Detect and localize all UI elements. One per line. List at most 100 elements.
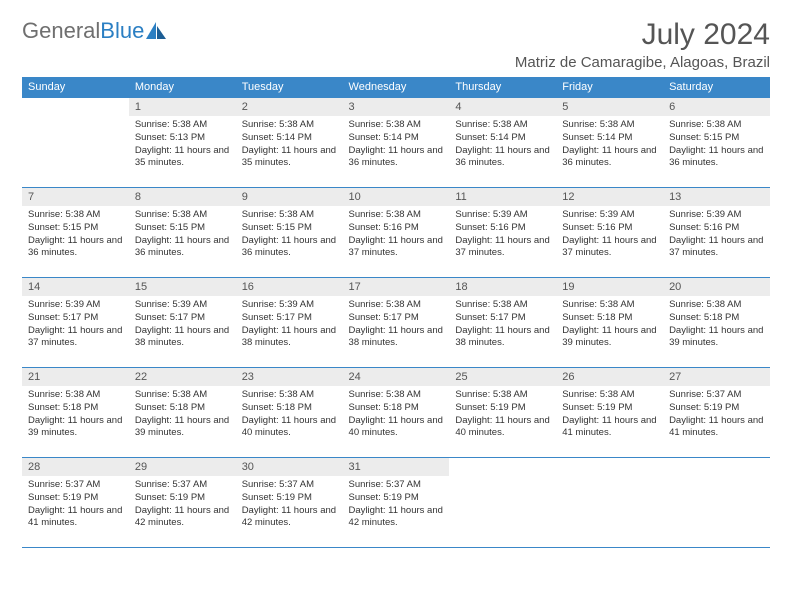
day-number: 8 — [129, 188, 236, 206]
calendar-cell: 8Sunrise: 5:38 AMSunset: 5:15 PMDaylight… — [129, 188, 236, 278]
calendar-cell: 30Sunrise: 5:37 AMSunset: 5:19 PMDayligh… — [236, 458, 343, 548]
day-number: 4 — [449, 98, 556, 116]
day-number: 29 — [129, 458, 236, 476]
day-content: Sunrise: 5:37 AMSunset: 5:19 PMDaylight:… — [22, 476, 129, 536]
day-number: 17 — [343, 278, 450, 296]
day-number: 30 — [236, 458, 343, 476]
day-number: 28 — [22, 458, 129, 476]
weekday-header-row: SundayMondayTuesdayWednesdayThursdayFrid… — [22, 77, 770, 98]
weekday-header: Sunday — [22, 77, 129, 98]
day-content: Sunrise: 5:38 AMSunset: 5:14 PMDaylight:… — [449, 116, 556, 176]
day-content: Sunrise: 5:39 AMSunset: 5:17 PMDaylight:… — [236, 296, 343, 356]
day-number: 6 — [663, 98, 770, 116]
calendar-cell: 2Sunrise: 5:38 AMSunset: 5:14 PMDaylight… — [236, 98, 343, 188]
day-content: Sunrise: 5:37 AMSunset: 5:19 PMDaylight:… — [129, 476, 236, 536]
calendar-cell — [663, 458, 770, 548]
calendar-cell: 11Sunrise: 5:39 AMSunset: 5:16 PMDayligh… — [449, 188, 556, 278]
calendar-week-row: 28Sunrise: 5:37 AMSunset: 5:19 PMDayligh… — [22, 458, 770, 548]
day-number: 27 — [663, 368, 770, 386]
calendar-cell: 17Sunrise: 5:38 AMSunset: 5:17 PMDayligh… — [343, 278, 450, 368]
day-number: 5 — [556, 98, 663, 116]
day-number: 20 — [663, 278, 770, 296]
calendar-cell: 22Sunrise: 5:38 AMSunset: 5:18 PMDayligh… — [129, 368, 236, 458]
day-content: Sunrise: 5:39 AMSunset: 5:16 PMDaylight:… — [556, 206, 663, 266]
day-content: Sunrise: 5:38 AMSunset: 5:14 PMDaylight:… — [343, 116, 450, 176]
day-content: Sunrise: 5:38 AMSunset: 5:18 PMDaylight:… — [556, 296, 663, 356]
calendar-cell: 6Sunrise: 5:38 AMSunset: 5:15 PMDaylight… — [663, 98, 770, 188]
day-number: 21 — [22, 368, 129, 386]
day-content: Sunrise: 5:38 AMSunset: 5:15 PMDaylight:… — [236, 206, 343, 266]
day-content: Sunrise: 5:38 AMSunset: 5:18 PMDaylight:… — [663, 296, 770, 356]
calendar-week-row: 7Sunrise: 5:38 AMSunset: 5:15 PMDaylight… — [22, 188, 770, 278]
month-title: July 2024 — [515, 18, 770, 52]
day-content: Sunrise: 5:37 AMSunset: 5:19 PMDaylight:… — [236, 476, 343, 536]
day-content: Sunrise: 5:38 AMSunset: 5:13 PMDaylight:… — [129, 116, 236, 176]
day-content: Sunrise: 5:38 AMSunset: 5:18 PMDaylight:… — [236, 386, 343, 446]
calendar-cell: 23Sunrise: 5:38 AMSunset: 5:18 PMDayligh… — [236, 368, 343, 458]
day-number: 14 — [22, 278, 129, 296]
day-content: Sunrise: 5:39 AMSunset: 5:16 PMDaylight:… — [449, 206, 556, 266]
calendar-cell: 29Sunrise: 5:37 AMSunset: 5:19 PMDayligh… — [129, 458, 236, 548]
day-content: Sunrise: 5:38 AMSunset: 5:19 PMDaylight:… — [556, 386, 663, 446]
day-content: Sunrise: 5:38 AMSunset: 5:19 PMDaylight:… — [449, 386, 556, 446]
day-content: Sunrise: 5:38 AMSunset: 5:16 PMDaylight:… — [343, 206, 450, 266]
day-content: Sunrise: 5:38 AMSunset: 5:17 PMDaylight:… — [343, 296, 450, 356]
day-number: 24 — [343, 368, 450, 386]
day-number: 31 — [343, 458, 450, 476]
calendar-cell: 19Sunrise: 5:38 AMSunset: 5:18 PMDayligh… — [556, 278, 663, 368]
day-number: 16 — [236, 278, 343, 296]
calendar-cell: 1Sunrise: 5:38 AMSunset: 5:13 PMDaylight… — [129, 98, 236, 188]
day-number: 19 — [556, 278, 663, 296]
day-number: 25 — [449, 368, 556, 386]
day-number: 15 — [129, 278, 236, 296]
calendar-table: SundayMondayTuesdayWednesdayThursdayFrid… — [22, 77, 770, 548]
weekday-header: Tuesday — [236, 77, 343, 98]
calendar-cell: 27Sunrise: 5:37 AMSunset: 5:19 PMDayligh… — [663, 368, 770, 458]
day-number: 12 — [556, 188, 663, 206]
day-content: Sunrise: 5:38 AMSunset: 5:15 PMDaylight:… — [22, 206, 129, 266]
calendar-cell: 14Sunrise: 5:39 AMSunset: 5:17 PMDayligh… — [22, 278, 129, 368]
day-content: Sunrise: 5:38 AMSunset: 5:18 PMDaylight:… — [343, 386, 450, 446]
calendar-cell: 31Sunrise: 5:37 AMSunset: 5:19 PMDayligh… — [343, 458, 450, 548]
day-content: Sunrise: 5:38 AMSunset: 5:18 PMDaylight:… — [129, 386, 236, 446]
day-number: 18 — [449, 278, 556, 296]
weekday-header: Monday — [129, 77, 236, 98]
calendar-cell: 4Sunrise: 5:38 AMSunset: 5:14 PMDaylight… — [449, 98, 556, 188]
day-number: 26 — [556, 368, 663, 386]
weekday-header: Thursday — [449, 77, 556, 98]
calendar-cell: 16Sunrise: 5:39 AMSunset: 5:17 PMDayligh… — [236, 278, 343, 368]
calendar-body: 1Sunrise: 5:38 AMSunset: 5:13 PMDaylight… — [22, 98, 770, 548]
day-number: 11 — [449, 188, 556, 206]
calendar-cell — [556, 458, 663, 548]
calendar-cell: 7Sunrise: 5:38 AMSunset: 5:15 PMDaylight… — [22, 188, 129, 278]
location: Matriz de Camaragibe, Alagoas, Brazil — [515, 54, 770, 71]
weekday-header: Friday — [556, 77, 663, 98]
calendar-cell — [449, 458, 556, 548]
day-content: Sunrise: 5:39 AMSunset: 5:17 PMDaylight:… — [22, 296, 129, 356]
calendar-cell: 3Sunrise: 5:38 AMSunset: 5:14 PMDaylight… — [343, 98, 450, 188]
header: GeneralBlue July 2024 Matriz de Camaragi… — [22, 18, 770, 71]
calendar-cell: 12Sunrise: 5:39 AMSunset: 5:16 PMDayligh… — [556, 188, 663, 278]
weekday-header: Saturday — [663, 77, 770, 98]
day-number: 3 — [343, 98, 450, 116]
day-content: Sunrise: 5:38 AMSunset: 5:14 PMDaylight:… — [556, 116, 663, 176]
calendar-page: GeneralBlue July 2024 Matriz de Camaragi… — [0, 0, 792, 566]
day-content: Sunrise: 5:39 AMSunset: 5:17 PMDaylight:… — [129, 296, 236, 356]
day-number: 1 — [129, 98, 236, 116]
day-number: 2 — [236, 98, 343, 116]
day-number: 22 — [129, 368, 236, 386]
calendar-cell: 5Sunrise: 5:38 AMSunset: 5:14 PMDaylight… — [556, 98, 663, 188]
calendar-cell: 28Sunrise: 5:37 AMSunset: 5:19 PMDayligh… — [22, 458, 129, 548]
calendar-cell: 26Sunrise: 5:38 AMSunset: 5:19 PMDayligh… — [556, 368, 663, 458]
calendar-cell: 25Sunrise: 5:38 AMSunset: 5:19 PMDayligh… — [449, 368, 556, 458]
calendar-cell: 20Sunrise: 5:38 AMSunset: 5:18 PMDayligh… — [663, 278, 770, 368]
logo-text-2: Blue — [100, 18, 144, 44]
logo-text-1: General — [22, 18, 100, 44]
weekday-header: Wednesday — [343, 77, 450, 98]
day-number: 7 — [22, 188, 129, 206]
day-number: 10 — [343, 188, 450, 206]
calendar-cell: 24Sunrise: 5:38 AMSunset: 5:18 PMDayligh… — [343, 368, 450, 458]
day-content: Sunrise: 5:38 AMSunset: 5:14 PMDaylight:… — [236, 116, 343, 176]
day-content: Sunrise: 5:39 AMSunset: 5:16 PMDaylight:… — [663, 206, 770, 266]
day-content: Sunrise: 5:38 AMSunset: 5:18 PMDaylight:… — [22, 386, 129, 446]
